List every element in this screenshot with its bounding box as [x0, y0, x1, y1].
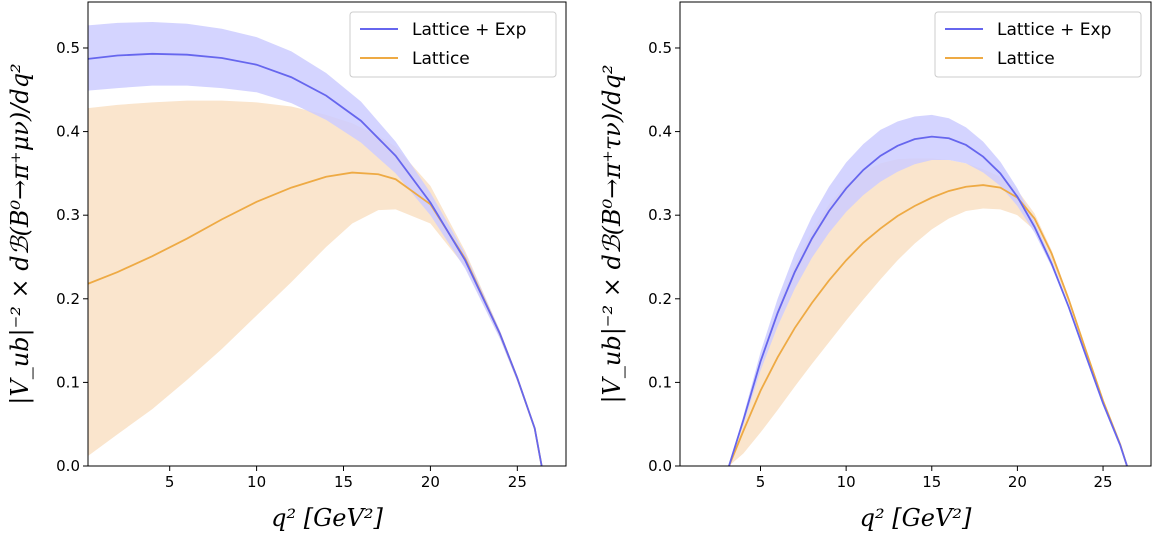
- band-lattice: [728, 158, 1128, 466]
- legend-label: Lattice + Exp: [997, 20, 1111, 40]
- x-tick-label: 15: [334, 473, 353, 491]
- line-lattice-exp: [728, 135, 1128, 466]
- x-tick-label: 15: [922, 473, 941, 491]
- legend: Lattice + Exp Lattice: [349, 11, 557, 78]
- y-tick-label: 0.5: [56, 39, 80, 57]
- legend-label: Lattice + Exp: [412, 20, 526, 40]
- y-tick-label: 0.4: [56, 123, 80, 141]
- line-lattice: [728, 184, 1128, 466]
- y-tick-label: 0.5: [648, 39, 672, 57]
- x-tick-label: 20: [421, 473, 440, 491]
- x-tick-label: 5: [756, 473, 766, 491]
- y-tick-label: 0.1: [648, 373, 672, 391]
- x-axis-label: q² [GeV²]: [271, 504, 383, 532]
- band-lattice-exp: [728, 114, 1128, 466]
- legend: Lattice + Exp Lattice: [934, 11, 1142, 78]
- legend-box: [934, 11, 1142, 78]
- x-axis-label: q² [GeV²]: [860, 504, 972, 532]
- x-tick-label: 10: [247, 473, 266, 491]
- y-axis-label: |V_ub|⁻² × dℬ(B⁰→π⁺μν)/dq²: [6, 63, 35, 404]
- axes-frame: [679, 1, 1152, 467]
- y-tick-label: 0.0: [648, 457, 672, 475]
- plot-area: [728, 114, 1128, 466]
- right-plot: 5 10 15 20 25 0.0 0.1 0.2 0.3 0.4 0.5 q² [GeV²] |V_u…: [598, 1, 1152, 532]
- x-tick-label: 10: [837, 473, 856, 491]
- x-tick-label: 5: [165, 473, 175, 491]
- y-tick-label: 0.1: [56, 373, 80, 391]
- y-tick-label: 0.3: [648, 206, 672, 224]
- y-tick-label: 0.0: [56, 457, 80, 475]
- axes-frame: [87, 1, 567, 467]
- y-tick-label: 0.3: [56, 206, 80, 224]
- line-lattice-exp: [88, 52, 543, 466]
- x-tick-label: 20: [1008, 473, 1027, 491]
- legend-label: Lattice: [412, 49, 470, 69]
- legend-label: Lattice: [997, 49, 1055, 69]
- plot-area: [88, 22, 543, 466]
- y-tick-label: 0.4: [648, 123, 672, 141]
- y-tick-label: 0.2: [648, 290, 672, 308]
- band-lattice-exp: [88, 22, 542, 466]
- x-tick-label: 25: [1093, 473, 1112, 491]
- x-tick-label: 25: [508, 473, 527, 491]
- left-plot: 5 10 15 20 25 0.0 0.1 0.2 0.3 0.4 0.5 q² [GeV²] |V_u…: [6, 1, 567, 532]
- legend-box: [349, 11, 557, 78]
- y-axis-label: |V_ub|⁻² × dℬ(B⁰→π⁺τν)/dq²: [598, 64, 627, 403]
- y-tick-label: 0.2: [56, 290, 80, 308]
